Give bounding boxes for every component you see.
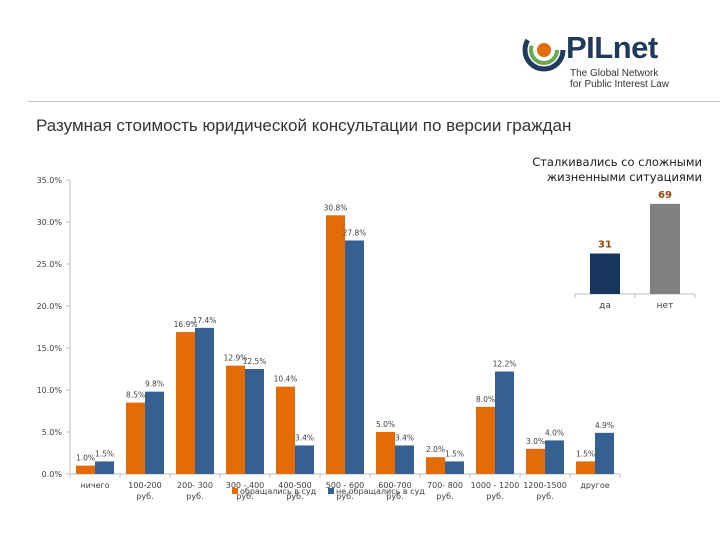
y-tick-label: 5.0% [42, 428, 63, 437]
bar-court [326, 215, 345, 474]
y-tick-label: 25.0% [37, 260, 63, 269]
bar-no-court [95, 461, 114, 474]
data-label: 1.0% [76, 454, 95, 463]
data-label: 2.0% [426, 445, 445, 454]
data-label: 3.4% [395, 433, 414, 442]
bar-court [226, 365, 245, 474]
logo-mark-icon [522, 28, 566, 72]
data-label: 12.2% [493, 360, 517, 369]
x-tick-label: 400-500 [278, 481, 311, 490]
bar-court [276, 386, 295, 474]
data-label: 4.9% [595, 421, 614, 430]
data-label: 9.8% [145, 380, 164, 389]
legend-swatch [232, 488, 238, 494]
inset-data-label: 31 [598, 239, 612, 250]
x-tick-label: 200- 300 [177, 481, 213, 490]
y-tick-label: 0.0% [42, 470, 63, 479]
x-tick-label: руб. [286, 492, 303, 501]
bar-no-court [195, 327, 214, 474]
data-label: 27.8% [343, 228, 367, 237]
bar-court [526, 448, 545, 474]
x-tick-label: руб. [536, 492, 553, 501]
data-label: 16.9% [174, 320, 198, 329]
bar-court [426, 457, 445, 474]
inset-bar [650, 203, 680, 294]
y-tick-label: 15.0% [37, 344, 63, 353]
logo-tagline: The Global Network for Public Interest L… [570, 68, 669, 90]
x-tick-label: руб. [486, 492, 503, 501]
x-tick-label: 300 - 400 [226, 481, 265, 490]
inset-bar [590, 253, 620, 294]
y-tick-label: 20.0% [37, 302, 63, 311]
header-divider [28, 101, 720, 102]
pilnet-logo: PILnet The Global Network for Public Int… [522, 28, 702, 98]
inset-x-tick-label: да [599, 301, 611, 311]
bar-no-court [145, 391, 164, 474]
x-tick-label: ничего [80, 481, 109, 490]
bar-court [576, 461, 595, 474]
x-tick-label: руб. [136, 492, 153, 501]
x-tick-label: руб. [386, 492, 403, 501]
bar-no-court [595, 432, 614, 474]
x-tick-label: руб. [436, 492, 453, 501]
legend-label: обращались в суд [240, 487, 317, 496]
data-label: 8.5% [126, 391, 145, 400]
data-label: 30.8% [324, 203, 348, 212]
bar-court [126, 402, 145, 474]
logo-tagline-line: for Public Interest Law [570, 79, 669, 90]
y-tick-label: 30.0% [37, 218, 63, 227]
data-label: 12.5% [243, 357, 267, 366]
legend-label: не обращались в суд [336, 487, 425, 496]
data-label: 1.5% [576, 449, 595, 458]
bar-no-court [495, 371, 514, 474]
x-tick-label: 100-200 [128, 481, 161, 490]
logo-name: PILnet [566, 30, 658, 65]
x-tick-label: руб. [336, 492, 353, 501]
bar-no-court [245, 369, 264, 474]
x-tick-label: 600-700 [378, 481, 411, 490]
data-label: 17.4% [193, 316, 217, 325]
data-label: 10.4% [274, 375, 298, 384]
x-tick-label: 500 - 600 [326, 481, 365, 490]
bar-no-court [445, 461, 464, 474]
legend-swatch [328, 488, 334, 494]
x-tick-label: руб. [236, 492, 253, 501]
logo-tagline-line: The Global Network [570, 68, 659, 79]
x-tick-label: руб. [186, 492, 203, 501]
inset-x-tick-label: нет [657, 301, 674, 311]
x-tick-label: 1000 - 1200 [471, 481, 520, 490]
data-label: 8.0% [476, 395, 495, 404]
inset-title: жизненными ситуациями [547, 170, 702, 184]
bar-court [476, 406, 495, 474]
x-tick-label: другое [580, 481, 609, 490]
inset-data-label: 69 [658, 190, 672, 201]
x-tick-label: 1200-1500 [523, 481, 567, 490]
bar-court [176, 332, 195, 474]
y-tick-label: 35.0% [37, 176, 63, 185]
bar-court [376, 432, 395, 474]
bar-no-court [395, 445, 414, 474]
bar-no-court [295, 445, 314, 474]
data-label: 1.5% [445, 449, 464, 458]
data-label: 3.4% [295, 433, 314, 442]
y-tick-label: 10.0% [37, 386, 63, 395]
inset-title: Сталкивались со сложными [532, 155, 702, 169]
page-title: Разумная стоимость юридической консульта… [36, 116, 572, 135]
data-label: 12.9% [224, 354, 248, 363]
data-label: 3.0% [526, 437, 545, 446]
data-label: 1.5% [95, 449, 114, 458]
bar-no-court [545, 440, 564, 474]
data-label: 4.0% [545, 428, 564, 437]
x-tick-label: 700- 800 [427, 481, 463, 490]
bar-court [76, 465, 95, 474]
data-label: 5.0% [376, 420, 395, 429]
bar-no-court [345, 240, 364, 474]
